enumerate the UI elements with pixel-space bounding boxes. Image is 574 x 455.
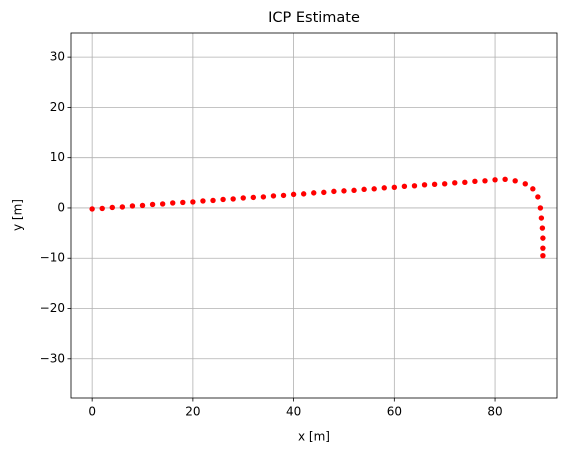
x-tick-label: 80 [487, 405, 502, 419]
x-tick-label: 40 [286, 405, 301, 419]
point [540, 235, 546, 241]
point [260, 194, 267, 200]
point [411, 183, 418, 189]
y-tick-label: −30 [40, 351, 65, 365]
point [200, 198, 206, 204]
point [441, 181, 448, 187]
point [89, 206, 95, 212]
point [149, 201, 156, 208]
x-tick-label: 0 [88, 405, 96, 419]
plot-frame [70, 32, 558, 399]
point [180, 199, 186, 206]
point [401, 183, 408, 190]
point [522, 181, 528, 187]
point [452, 180, 458, 186]
point [311, 190, 317, 196]
point [361, 186, 367, 193]
y-tick-label: 0 [57, 200, 65, 214]
point [99, 205, 105, 212]
point [512, 178, 518, 184]
point [535, 194, 541, 200]
point [341, 188, 347, 194]
y-axis-label: y [m] [11, 199, 25, 231]
point [220, 196, 226, 203]
point [351, 187, 357, 194]
point [381, 185, 387, 191]
point [159, 201, 166, 207]
point [538, 215, 545, 221]
point [371, 186, 377, 192]
point [431, 181, 438, 188]
chart-title: ICP Estimate [268, 10, 360, 26]
point [270, 193, 277, 199]
y-tick-label: 30 [50, 50, 65, 64]
y-tick-label: 20 [50, 100, 65, 114]
point [331, 188, 337, 195]
point [530, 186, 536, 192]
point [462, 179, 468, 186]
y-tick-label: −10 [40, 251, 65, 265]
point [482, 178, 488, 184]
point [280, 192, 287, 199]
point [290, 191, 297, 198]
point [210, 197, 216, 204]
point [190, 199, 196, 205]
x-tick-label: 60 [387, 405, 402, 419]
point [472, 178, 478, 185]
point [129, 203, 136, 209]
point [170, 200, 176, 206]
point [540, 245, 546, 251]
point [250, 194, 257, 201]
point [240, 195, 246, 201]
point [300, 191, 307, 197]
point [230, 196, 236, 202]
point [539, 225, 546, 231]
point [391, 184, 398, 191]
point [537, 205, 544, 211]
x-axis-label: x [m] [298, 430, 330, 444]
y-tick-label: 10 [50, 150, 65, 164]
point [321, 189, 327, 196]
point [109, 204, 115, 211]
point [139, 202, 146, 209]
point [502, 176, 508, 183]
point [540, 253, 546, 259]
point [421, 182, 428, 188]
x-tick-label: 20 [185, 405, 200, 419]
point [492, 177, 498, 183]
point [119, 204, 126, 210]
y-tick-label: −20 [40, 301, 65, 315]
